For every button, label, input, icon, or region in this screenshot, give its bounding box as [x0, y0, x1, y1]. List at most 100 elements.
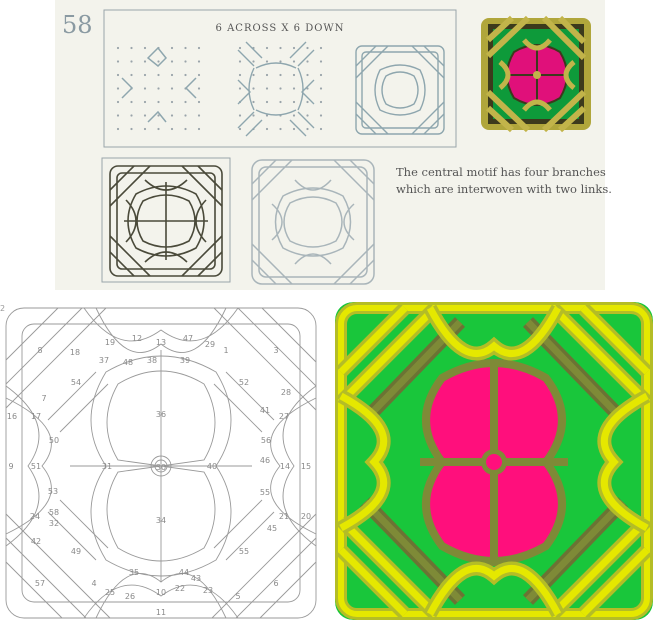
- region-number: 57: [35, 579, 45, 588]
- region-number: 36: [156, 410, 166, 419]
- grid-dot: [279, 46, 282, 50]
- region-number: 47: [183, 334, 193, 343]
- grid-dot: [292, 127, 296, 131]
- grid-dot: [157, 114, 160, 117]
- grid-dot: [238, 73, 242, 77]
- grid-dot: [279, 87, 282, 90]
- region-number: 14: [280, 462, 290, 471]
- grid-dot: [184, 114, 187, 117]
- grid-dot: [279, 60, 282, 63]
- region-number: 24: [30, 512, 40, 521]
- grid-dot: [279, 100, 282, 104]
- region-number: 26: [125, 592, 135, 601]
- region-number: 20: [301, 512, 311, 521]
- grid-dot: [143, 87, 147, 90]
- grid-dot: [265, 46, 269, 50]
- grid-dot: [197, 73, 201, 77]
- grid-dot: [279, 127, 282, 131]
- grid-dot: [319, 46, 323, 50]
- region-number: 40: [207, 462, 217, 471]
- grid-dot: [197, 60, 201, 63]
- region-number: 9: [8, 462, 13, 471]
- colored-knot-icon: [335, 302, 653, 620]
- grid-dot: [265, 100, 269, 104]
- grid-dot: [265, 87, 269, 90]
- grid-dot: [116, 127, 120, 131]
- grid-dot: [116, 87, 120, 90]
- dot-grid-icon: [116, 46, 201, 131]
- grid-dot: [319, 73, 323, 77]
- grid-dot: [157, 100, 160, 104]
- dark-knot-outline: [101, 157, 231, 283]
- grid-dot: [170, 114, 174, 117]
- grid-dot: [157, 60, 160, 63]
- grid-dot: [157, 73, 160, 77]
- region-number: 44: [179, 568, 189, 577]
- grid-dot: [279, 73, 282, 77]
- grid-dot: [170, 87, 174, 90]
- region-number: 55: [260, 488, 270, 497]
- region-number: 48: [123, 358, 133, 367]
- grid-dot: [184, 73, 187, 77]
- grid-dot: [306, 73, 309, 77]
- celtic-knot-swatch-icon: [481, 15, 591, 133]
- region-number: 11: [156, 608, 166, 617]
- region-number: 45: [267, 524, 277, 533]
- grid-dot: [143, 127, 147, 131]
- region-number: 8: [37, 346, 42, 355]
- grid-dot: [130, 60, 133, 63]
- region-number: 17: [31, 412, 41, 421]
- grid-dot: [292, 60, 296, 63]
- grid-dot: [143, 114, 147, 117]
- grid-dot: [143, 100, 147, 104]
- region-number: 43: [191, 574, 201, 583]
- grid-dot: [197, 127, 201, 131]
- gray-knot-step-3: [355, 45, 445, 135]
- grid-dot: [184, 100, 187, 104]
- grid-dot: [238, 114, 242, 117]
- grid-dot: [238, 46, 242, 50]
- grid-dot: [319, 114, 323, 117]
- region-number: 28: [281, 388, 291, 397]
- dot-grid-step-1-shapes: [121, 46, 197, 123]
- grid-dot: [306, 46, 309, 50]
- grid-dot: [116, 73, 120, 77]
- grid-dot: [265, 114, 269, 117]
- grid-dot: [252, 87, 255, 90]
- light-knot-outline: [251, 159, 375, 285]
- grid-dot: [143, 73, 147, 77]
- grid-panel-frame: [103, 9, 457, 148]
- region-number: 6: [273, 579, 278, 588]
- region-number: 4: [91, 579, 96, 588]
- grid-dot: [116, 60, 120, 63]
- outline-knot-icon: [237, 41, 323, 137]
- grid-dot: [197, 87, 201, 90]
- region-number: 25: [105, 588, 115, 597]
- region-number: 5: [235, 592, 240, 601]
- region-number: 42: [31, 537, 41, 546]
- grid-dot: [252, 60, 255, 63]
- region-number: 19: [105, 338, 115, 347]
- region-number: 53: [48, 487, 58, 496]
- grid-dot: [265, 73, 269, 77]
- region-number: 13: [156, 338, 166, 347]
- region-number: 49: [71, 547, 81, 556]
- grid-dot: [319, 60, 323, 63]
- region-number: 22: [175, 584, 185, 593]
- region-number: 32: [49, 519, 59, 528]
- grid-dot: [265, 60, 269, 63]
- region-number: 38: [147, 356, 157, 365]
- region-number: 58: [49, 508, 59, 517]
- grid-dot: [157, 87, 160, 90]
- grid-dot: [292, 46, 296, 50]
- grid-dot: [252, 114, 255, 117]
- region-number: 16: [7, 412, 17, 421]
- book-plate: 58 6 across x 6 down: [55, 0, 612, 290]
- grid-dot: [184, 127, 187, 131]
- region-number: 55: [239, 547, 249, 556]
- grid-dot: [306, 127, 309, 131]
- region-number: 10: [156, 588, 166, 597]
